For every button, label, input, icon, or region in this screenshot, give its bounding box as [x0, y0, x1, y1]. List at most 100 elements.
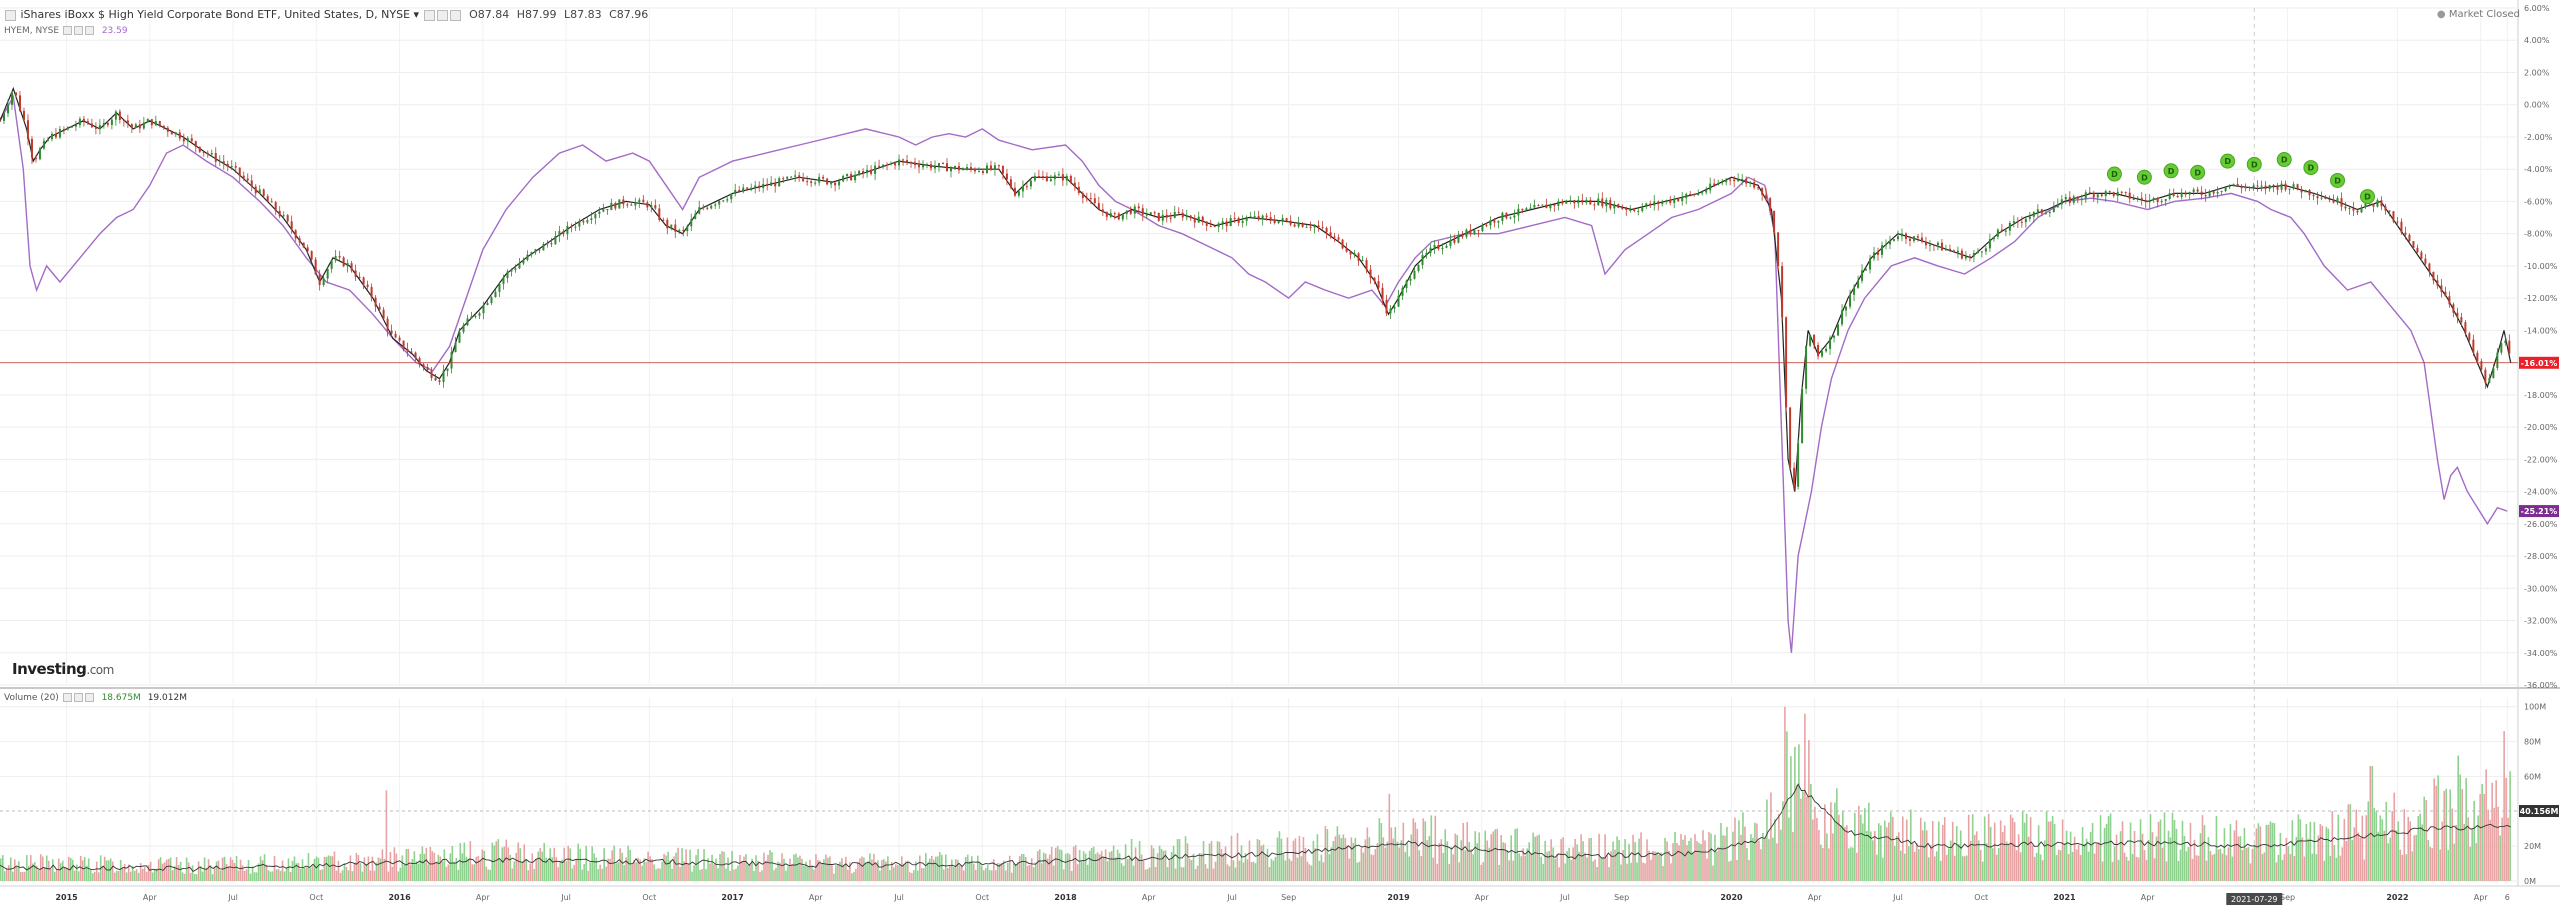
- compare-symbol: HYEM, NYSE: [4, 26, 60, 36]
- volume-bar: [2503, 731, 2505, 881]
- candle-body: [330, 260, 333, 269]
- volume-bar: [1584, 852, 1586, 881]
- collapse-icon[interactable]: [5, 9, 16, 21]
- volume-bar: [1318, 860, 1321, 881]
- volume-bar: [948, 865, 951, 881]
- volume-bar: [1290, 861, 1293, 881]
- candle-body: [1225, 221, 1228, 227]
- hide-icon[interactable]: [73, 26, 83, 35]
- volume-bar: [1058, 849, 1061, 881]
- volume-bar: [363, 857, 366, 881]
- candle-body: [550, 243, 553, 245]
- candle-body: [2420, 252, 2423, 259]
- candle-body: [1165, 214, 1168, 218]
- volume-bar: [327, 855, 330, 881]
- candle-body: [2132, 198, 2135, 200]
- volume-bar: [59, 863, 62, 881]
- candle-body: [1037, 175, 1040, 177]
- candle-body: [1477, 230, 1480, 232]
- candle-body: [2380, 200, 2383, 207]
- volume-bar: [459, 842, 462, 881]
- volume-bar: [1478, 832, 1481, 881]
- candle-body: [2264, 185, 2267, 189]
- volume-bar: [447, 864, 450, 881]
- candle-body: [342, 257, 345, 267]
- settings-icon[interactable]: [62, 26, 72, 35]
- close-icon[interactable]: [449, 9, 461, 21]
- candle-body: [1353, 253, 1356, 255]
- volume-bar: [397, 871, 400, 881]
- candle-body: [1193, 218, 1196, 223]
- volume-bar: [2099, 815, 2102, 881]
- chevron-down-icon[interactable]: ▾: [413, 8, 420, 21]
- volume-bar: [2381, 819, 2384, 881]
- volume-bar: [1963, 856, 1966, 881]
- candle-body: [694, 213, 697, 220]
- close-icon[interactable]: [84, 26, 94, 35]
- candle-body: [670, 224, 673, 229]
- volume-bar: [511, 868, 514, 881]
- hide-icon[interactable]: [73, 693, 83, 702]
- candle-body: [626, 204, 629, 206]
- volume-bar: [551, 857, 554, 881]
- candle-body: [358, 276, 361, 278]
- candle-body: [606, 209, 609, 211]
- volume-bar: [655, 869, 657, 881]
- volume-bar: [1368, 837, 1371, 881]
- volume-bar: [321, 869, 324, 881]
- volume-bar: [2175, 828, 2178, 881]
- volume-bar: [41, 856, 44, 881]
- volume-bar: [1222, 853, 1225, 881]
- volume-bar: [2315, 854, 2318, 881]
- volume-bar: [2369, 765, 2372, 881]
- volume-bar: [47, 860, 50, 881]
- volume-bar: [2225, 855, 2228, 881]
- volume-bar: [2057, 849, 2060, 881]
- settings-icon[interactable]: [423, 9, 435, 21]
- candle-body: [1201, 216, 1204, 222]
- volume-bar: [1899, 850, 1902, 881]
- candle-body: [762, 183, 765, 189]
- volume-bar: [2055, 854, 2058, 881]
- candle-body: [2120, 191, 2123, 193]
- volume-bar: [73, 870, 76, 881]
- candle-body: [510, 269, 513, 272]
- volume-bar: [671, 868, 673, 881]
- volume-bar: [1234, 867, 1237, 881]
- volume-bar: [287, 858, 290, 881]
- candle-body: [1181, 212, 1184, 218]
- volume-bar: [2217, 849, 2220, 881]
- volume-bar: [2399, 849, 2402, 881]
- volume-bar: [607, 858, 609, 881]
- candle-body: [1841, 310, 1844, 325]
- volume-bar: [1188, 858, 1191, 881]
- volume-bar: [1826, 833, 1828, 881]
- candle-body: [778, 178, 781, 187]
- volume-bar: [1642, 862, 1644, 881]
- volume-bar: [1522, 848, 1524, 881]
- volume-bar: [933, 859, 935, 881]
- volume-bar: [713, 864, 715, 881]
- hide-icon[interactable]: [436, 9, 448, 21]
- candle-body: [610, 202, 613, 211]
- candle-body: [2204, 195, 2207, 197]
- volume-bar: [2067, 853, 2070, 881]
- candle-body: [682, 229, 685, 232]
- candle-body: [1625, 208, 1628, 211]
- volume-bar: [407, 848, 410, 881]
- volume-bar: [149, 861, 152, 881]
- volume-bar: [1462, 823, 1465, 881]
- volume-bar: [1592, 861, 1594, 881]
- volume-bar: [1086, 864, 1089, 881]
- volume-bar: [1598, 833, 1600, 881]
- close-icon[interactable]: [84, 693, 94, 702]
- settings-icon[interactable]: [62, 693, 72, 702]
- volume-bar: [1502, 842, 1505, 881]
- volume-bar: [2263, 852, 2266, 881]
- volume-bar: [629, 849, 631, 881]
- candle-body: [1229, 218, 1232, 227]
- volume-bar: [331, 856, 334, 881]
- volume-bar: [1410, 834, 1413, 881]
- candle-body: [1393, 306, 1396, 309]
- candle-body: [1769, 198, 1772, 211]
